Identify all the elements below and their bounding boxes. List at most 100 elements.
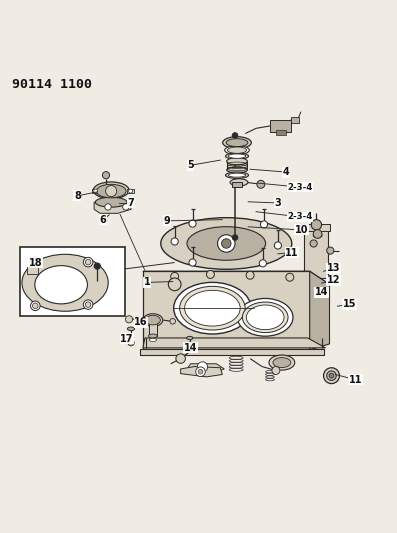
Circle shape (327, 371, 336, 381)
Circle shape (189, 259, 196, 266)
Circle shape (246, 271, 254, 279)
Bar (140, 349, 324, 354)
Text: 13: 13 (327, 263, 340, 273)
Circle shape (259, 260, 266, 267)
Ellipse shape (227, 147, 247, 154)
Ellipse shape (187, 227, 266, 260)
Circle shape (125, 316, 133, 323)
Circle shape (286, 273, 294, 281)
Ellipse shape (237, 298, 293, 336)
Ellipse shape (230, 179, 248, 186)
Circle shape (85, 260, 91, 265)
Ellipse shape (96, 184, 126, 198)
Circle shape (94, 189, 98, 193)
Ellipse shape (313, 233, 322, 238)
Ellipse shape (225, 146, 249, 155)
Circle shape (33, 303, 38, 309)
Bar (270, 120, 291, 132)
Circle shape (105, 204, 111, 210)
Ellipse shape (161, 217, 292, 269)
Text: 11: 11 (349, 375, 362, 385)
Text: 10: 10 (295, 225, 308, 235)
Ellipse shape (227, 167, 247, 173)
Text: 14: 14 (315, 287, 328, 297)
Circle shape (187, 346, 193, 352)
Circle shape (31, 261, 39, 268)
Text: 4: 4 (282, 167, 289, 177)
Bar (20, 247, 125, 316)
Circle shape (31, 301, 40, 311)
Circle shape (311, 220, 322, 230)
Ellipse shape (145, 316, 160, 325)
Ellipse shape (273, 358, 291, 368)
Circle shape (198, 369, 203, 374)
Polygon shape (187, 364, 224, 373)
Circle shape (218, 235, 235, 252)
Ellipse shape (149, 338, 156, 342)
Circle shape (257, 180, 265, 188)
Circle shape (196, 367, 205, 376)
Polygon shape (143, 271, 310, 350)
Ellipse shape (223, 136, 251, 149)
Bar (127, 189, 134, 193)
Polygon shape (181, 367, 222, 377)
Text: 9: 9 (163, 216, 170, 226)
Bar (291, 117, 299, 123)
Ellipse shape (225, 153, 249, 159)
Bar (27, 267, 38, 274)
Text: 7: 7 (127, 198, 135, 208)
Circle shape (272, 367, 280, 375)
Ellipse shape (269, 355, 295, 370)
Circle shape (83, 300, 93, 309)
Circle shape (197, 362, 208, 372)
Ellipse shape (228, 173, 246, 177)
Circle shape (170, 319, 175, 324)
Polygon shape (143, 271, 330, 285)
Text: 2-3-4: 2-3-4 (287, 212, 312, 221)
Bar (300, 224, 330, 231)
Ellipse shape (174, 282, 251, 334)
Circle shape (324, 368, 339, 384)
Circle shape (168, 278, 181, 290)
Ellipse shape (127, 327, 135, 330)
Ellipse shape (95, 197, 127, 207)
Circle shape (232, 235, 238, 240)
Polygon shape (143, 338, 326, 348)
Circle shape (33, 260, 38, 265)
Bar (149, 320, 157, 336)
Ellipse shape (179, 286, 245, 330)
Ellipse shape (185, 290, 240, 326)
Ellipse shape (143, 314, 163, 326)
Ellipse shape (170, 283, 179, 290)
Circle shape (106, 185, 117, 197)
Circle shape (313, 230, 322, 238)
Text: 8: 8 (74, 191, 81, 201)
Text: 16: 16 (134, 317, 148, 327)
Bar (304, 229, 328, 278)
Text: 11: 11 (285, 248, 299, 257)
Text: 17: 17 (120, 334, 134, 344)
Circle shape (102, 172, 110, 179)
Circle shape (83, 257, 93, 267)
Bar (227, 161, 247, 169)
Circle shape (329, 373, 334, 378)
Circle shape (189, 220, 196, 227)
Ellipse shape (242, 302, 288, 333)
Ellipse shape (93, 182, 129, 199)
Circle shape (94, 263, 100, 269)
Circle shape (327, 247, 334, 254)
Circle shape (85, 302, 91, 308)
Circle shape (128, 340, 134, 346)
Circle shape (310, 240, 317, 247)
Circle shape (123, 204, 129, 210)
Text: 14: 14 (184, 343, 197, 353)
Text: 12: 12 (327, 276, 340, 285)
Bar (92, 189, 99, 193)
Text: 6: 6 (100, 215, 107, 224)
Text: 18: 18 (29, 257, 42, 268)
Bar (276, 130, 286, 135)
Circle shape (171, 238, 178, 245)
Circle shape (274, 242, 281, 249)
Circle shape (31, 257, 40, 267)
Circle shape (171, 272, 179, 280)
